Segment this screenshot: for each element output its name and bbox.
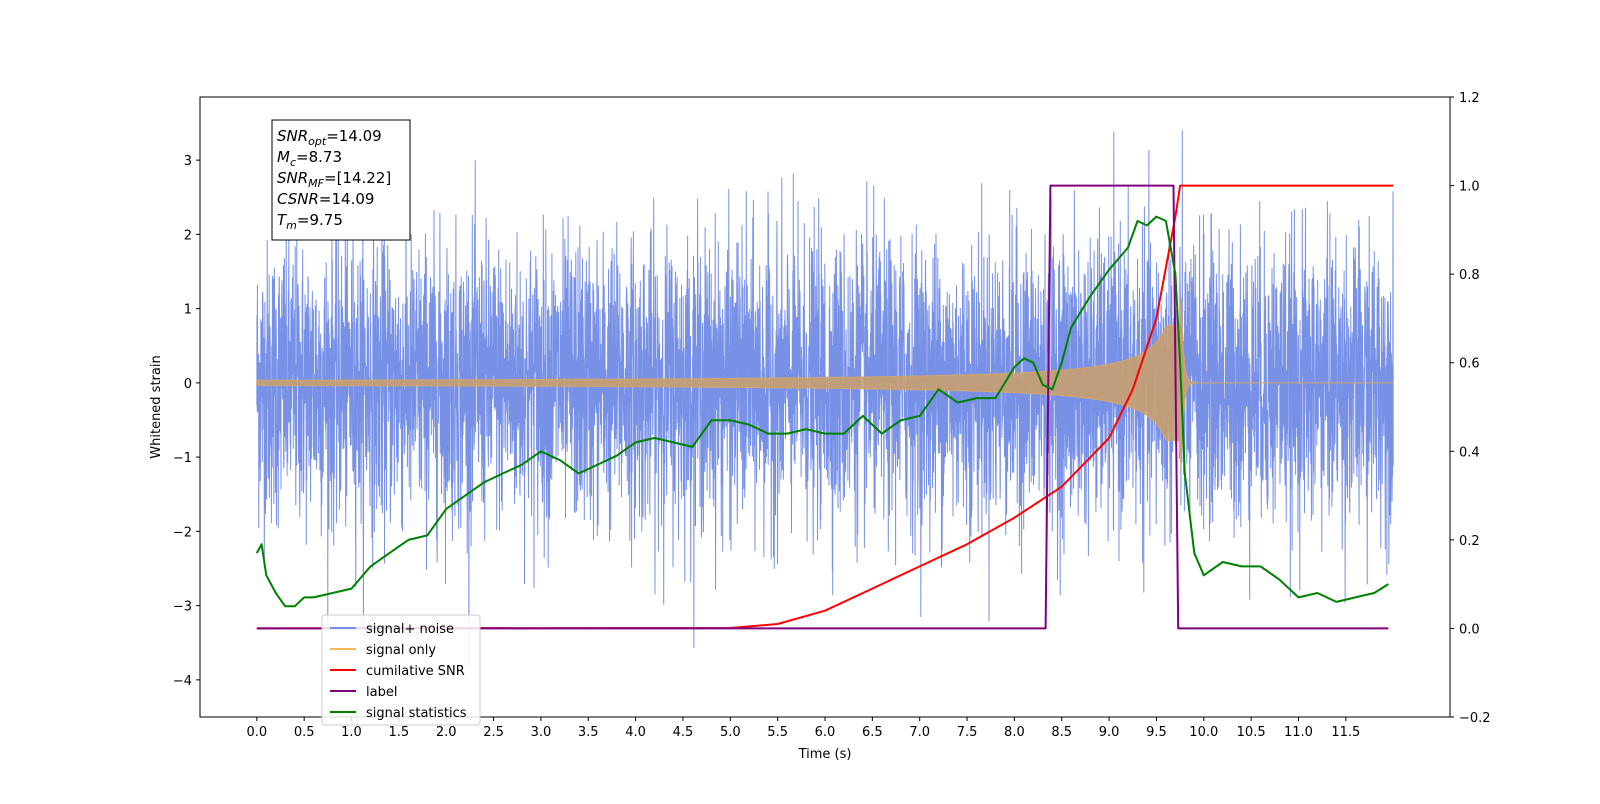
x-tick-label: 2.0 xyxy=(436,725,457,740)
annotation-box: SNRopt=14.09Mc=8.73SNRMF=[14.22]CSNR=14.… xyxy=(271,119,411,241)
plot-area xyxy=(255,130,1394,667)
y-axis-left: 3 2 1 0 −1 −2 −3 −4 xyxy=(173,154,200,689)
series-signal-noise xyxy=(256,130,1394,667)
annotation-line: SNRopt=14.09 xyxy=(277,127,382,148)
y-tick-label: −4 xyxy=(173,674,192,689)
x-tick-label: 5.0 xyxy=(720,725,741,740)
legend-label: signal+ noise xyxy=(366,622,454,637)
x-tick-label: 2.5 xyxy=(483,725,504,740)
annotation-line: CSNR=14.09 xyxy=(277,190,374,208)
x-tick-label: 6.5 xyxy=(862,725,883,740)
x-tick-label: 6.0 xyxy=(815,725,836,740)
annotation-frame xyxy=(271,119,411,241)
series-signal-statistics xyxy=(255,215,1389,608)
x-tick-label: 0.0 xyxy=(246,725,267,740)
legend-label: signal statistics xyxy=(366,706,467,721)
series-signal-only xyxy=(256,298,1394,468)
y-tick-label: −3 xyxy=(173,600,192,615)
x-tick-label: 1.5 xyxy=(389,725,410,740)
x-tick-label: 5.5 xyxy=(767,725,788,740)
y-tick-label: 1 xyxy=(184,303,192,318)
x-tick-label: 9.0 xyxy=(1099,725,1120,740)
x-tick-label: 9.5 xyxy=(1146,725,1167,740)
legend-label: signal only xyxy=(366,643,436,658)
y-tick-label: 3 xyxy=(184,154,192,169)
legend-label: label xyxy=(366,685,397,700)
y-axis-right: 1.2 1.0 0.8 0.6 0.4 0.2 0.0 −0.2 xyxy=(1450,91,1491,726)
x-tick-label: 1.0 xyxy=(341,725,362,740)
annotation-line: SNRMF=[14.22] xyxy=(277,169,391,190)
x-tick-label: 7.5 xyxy=(957,725,978,740)
y2-tick-label: 0.4 xyxy=(1459,445,1480,460)
y2-tick-label: −0.2 xyxy=(1459,711,1491,726)
x-tick-label: 3.0 xyxy=(531,725,552,740)
y-tick-label: 0 xyxy=(184,377,192,392)
x-axis: 0.0 0.5 1.0 1.5 2.0 2.5 3.0 3.5 4.0 4.5 5.0 5.5 6.0 6… xyxy=(246,717,1360,740)
annotation-line: Tm=9.75 xyxy=(277,211,343,232)
legend-label: cumilative SNR xyxy=(366,664,465,679)
y2-tick-label: 1.2 xyxy=(1459,91,1480,106)
x-tick-label: 8.5 xyxy=(1051,725,1072,740)
annotation-line: Mc=8.73 xyxy=(277,148,342,169)
series-cumulative-snr xyxy=(256,184,1394,630)
x-tick-label: 10.0 xyxy=(1189,725,1218,740)
y2-tick-label: 0.6 xyxy=(1459,357,1480,372)
y2-tick-label: 0.2 xyxy=(1459,534,1480,549)
y-tick-label: −1 xyxy=(173,451,192,466)
x-tick-label: 3.5 xyxy=(578,725,599,740)
x-axis-label: Time (s) xyxy=(798,747,852,762)
x-tick-label: 10.5 xyxy=(1237,725,1266,740)
x-tick-label: 7.0 xyxy=(909,725,930,740)
x-tick-label: 0.5 xyxy=(294,725,315,740)
y2-tick-label: 1.0 xyxy=(1459,180,1480,195)
y-axis-label: Whitened strain xyxy=(149,355,164,458)
x-tick-label: 4.5 xyxy=(673,725,694,740)
x-tick-label: 11.0 xyxy=(1284,725,1313,740)
x-tick-label: 8.0 xyxy=(1004,725,1025,740)
y2-tick-label: 0.0 xyxy=(1459,622,1480,637)
series-label xyxy=(256,184,1389,630)
x-tick-label: 11.5 xyxy=(1331,725,1360,740)
y-tick-label: −2 xyxy=(173,525,192,540)
y-tick-label: 2 xyxy=(184,228,192,243)
y2-tick-label: 0.8 xyxy=(1459,268,1480,283)
legend-frame xyxy=(321,614,481,726)
legend: signal+ noise signal only cumilative SNR la… xyxy=(321,614,481,726)
x-tick-label: 4.0 xyxy=(625,725,646,740)
